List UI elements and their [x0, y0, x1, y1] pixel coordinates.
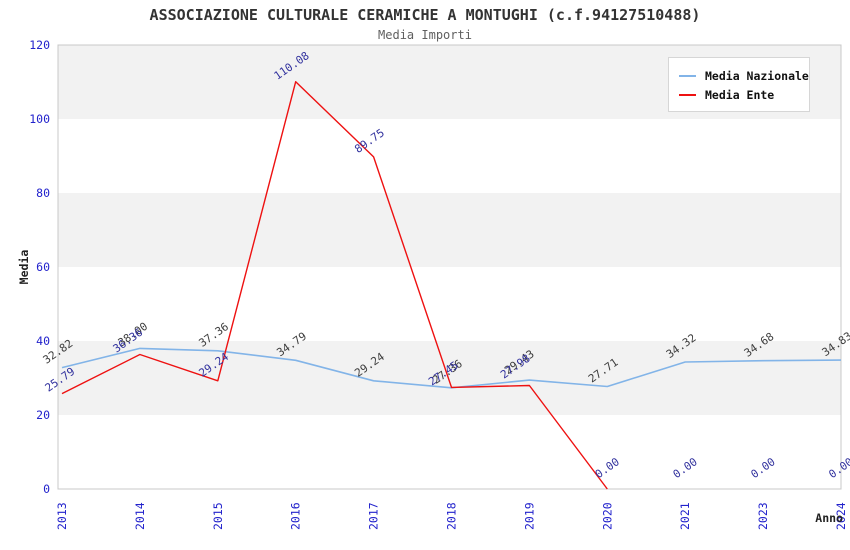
y-tick-label: 20	[36, 408, 50, 422]
x-tick-label: 2013	[55, 502, 69, 530]
x-tick-label: 2014	[133, 502, 147, 530]
plot-band	[58, 193, 841, 267]
media-ente-line-swatch	[679, 93, 696, 96]
x-tick-label: 2024	[834, 502, 848, 530]
x-tick-label: 2017	[367, 502, 381, 530]
plot-band	[58, 341, 841, 415]
media-nazionale-line-swatch	[679, 74, 696, 77]
y-tick-label: 100	[29, 112, 50, 126]
y-tick-label: 0	[43, 482, 50, 496]
y-tick-label: 40	[36, 334, 50, 348]
plot-band	[58, 415, 841, 489]
chart-subtitle: Media Importi	[378, 28, 472, 42]
x-tick-label: 2019	[522, 502, 536, 530]
legend-label-media-nazionale: Media Nazionale	[705, 68, 809, 83]
legend-label-media-ente: Media Ente	[705, 87, 775, 102]
series-line-media-ente	[61, 80, 608, 490]
plot-band	[58, 267, 841, 341]
x-tick-label: 2021	[678, 502, 692, 530]
x-tick-label: 2016	[289, 502, 303, 530]
legend: Media Nazionale Media Ente	[668, 57, 810, 112]
plot-band	[58, 119, 841, 193]
legend-item-media-ente: Media Ente	[679, 85, 799, 104]
y-tick-label: 80	[36, 186, 50, 200]
y-axis-title: Media	[17, 250, 31, 285]
y-tick-label: 120	[29, 38, 50, 52]
plot-border	[57, 44, 842, 490]
x-tick-label: 2018	[445, 502, 459, 530]
x-tick-label: 2023	[756, 502, 770, 530]
chart-title: ASSOCIAZIONE CULTURALE CERAMICHE A MONTU…	[149, 6, 701, 24]
y-tick-label: 60	[36, 260, 50, 274]
x-tick-label: 2020	[600, 502, 614, 530]
x-tick-label: 2015	[211, 502, 225, 530]
x-axis-title: Anno	[815, 511, 843, 525]
legend-item-media-nazionale: Media Nazionale	[679, 66, 809, 85]
